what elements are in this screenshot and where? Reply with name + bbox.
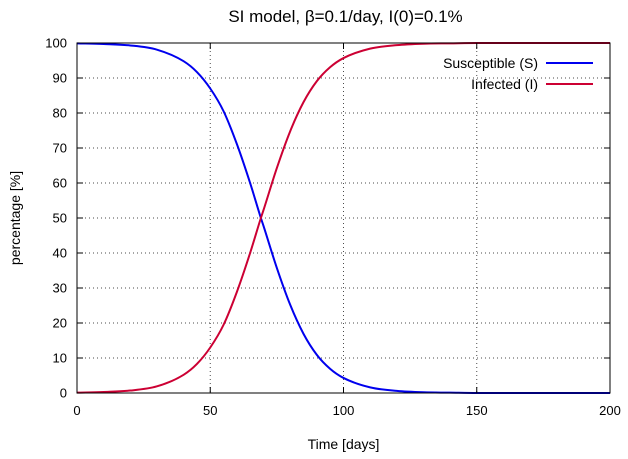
y-tick-label: 20 <box>53 316 67 331</box>
grid <box>77 43 610 393</box>
legend-label-infected: Infected (I) <box>471 76 538 92</box>
y-tick-label: 90 <box>53 71 67 86</box>
legend-label-susceptible: Susceptible (S) <box>443 55 538 71</box>
y-tick-label: 80 <box>53 106 67 121</box>
y-tick-label: 60 <box>53 176 67 191</box>
x-tick-label: 100 <box>333 403 355 418</box>
series-line-susceptible <box>76 42 610 395</box>
y-tick-label: 30 <box>53 281 67 296</box>
y-axis-label: percentage [%] <box>7 171 23 265</box>
axis-ticks: 0 10 20 30 40 50 60 70 80 90 100 0 50 100 150 200 <box>45 36 621 419</box>
y-tick-label: 50 <box>53 211 67 226</box>
y-tick-label: 10 <box>53 351 67 366</box>
x-tick-label: 0 <box>73 403 80 418</box>
y-tick-label: 70 <box>53 141 67 156</box>
legend: Susceptible (S) Infected (I) <box>443 55 593 92</box>
x-tick-label: 200 <box>599 403 621 418</box>
x-tick-label: 50 <box>203 403 217 418</box>
series-line-infected <box>76 41 610 394</box>
chart-title: SI model, β=0.1/day, I(0)=0.1% <box>228 7 462 26</box>
x-axis-label: Time [days] <box>308 436 380 452</box>
y-tick-label: 0 <box>60 386 67 401</box>
y-tick-label: 100 <box>45 36 67 51</box>
x-tick-label: 150 <box>466 403 488 418</box>
y-tick-label: 40 <box>53 246 67 261</box>
series-lines <box>76 41 610 395</box>
